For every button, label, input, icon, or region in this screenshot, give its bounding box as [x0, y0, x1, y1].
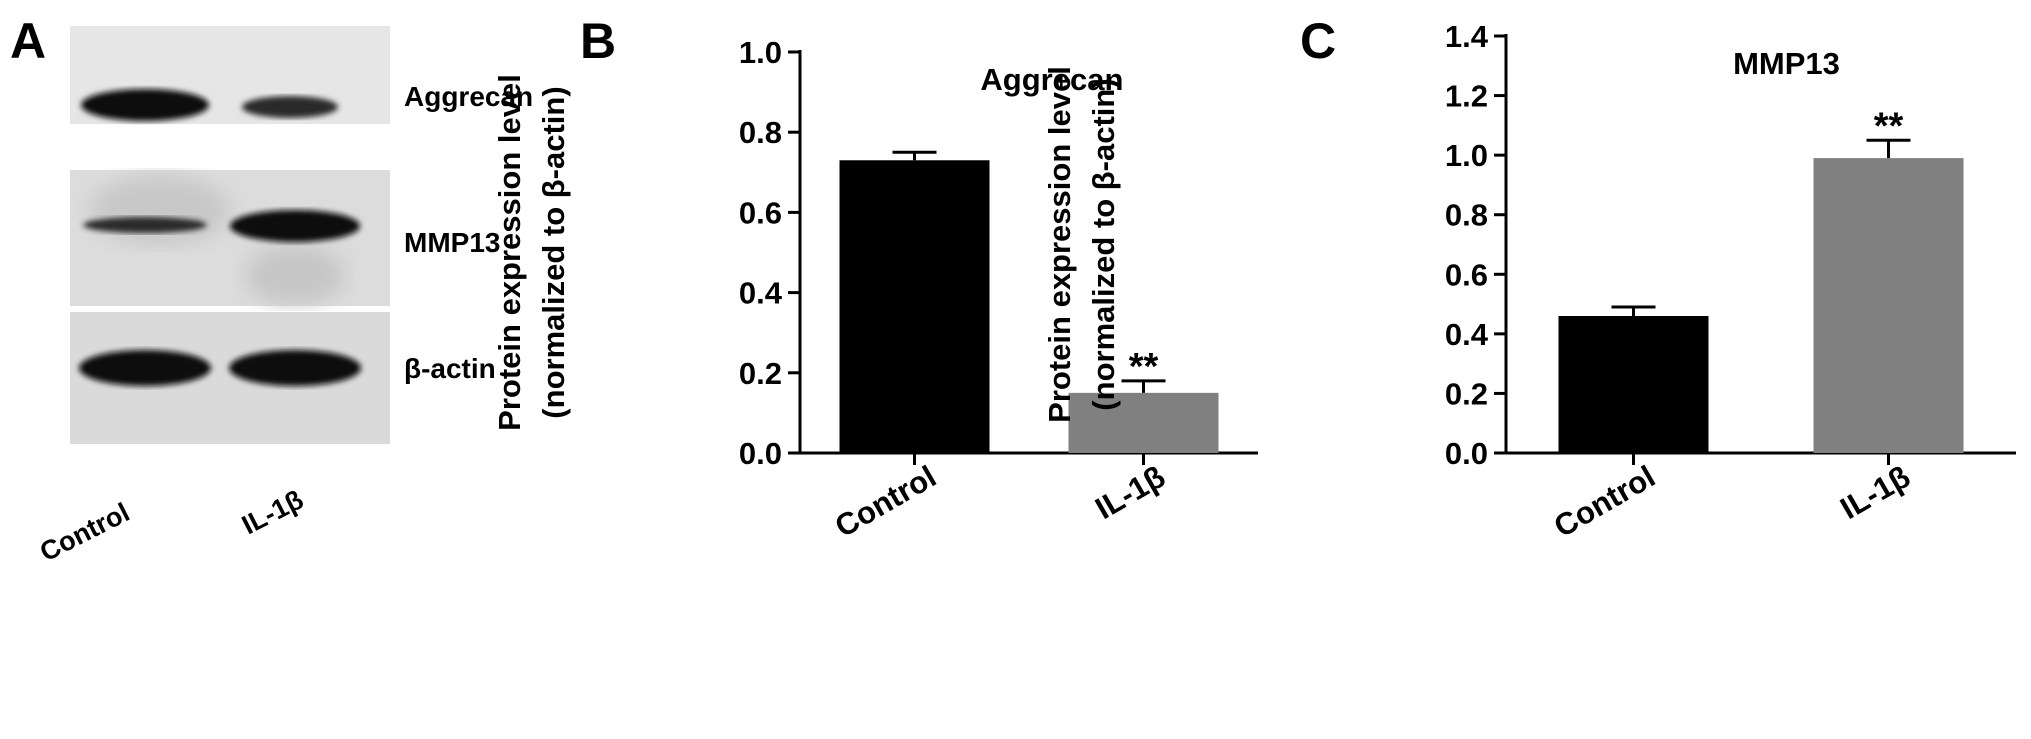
y-tick-label: 0.8: [1445, 198, 1488, 233]
panel-b-letter: B: [580, 13, 616, 69]
y-tick-label: 1.2: [1445, 79, 1488, 114]
blot-band-il1b: [242, 96, 338, 118]
lane-label-control: Control: [35, 497, 134, 567]
x-tick-label: IL-1β: [1834, 459, 1916, 526]
y-tick-label: 0.2: [739, 356, 782, 391]
x-tick-label: IL-1β: [1089, 459, 1171, 526]
y-tick-label: 0.0: [1445, 436, 1488, 471]
chart-b: 0.0 0.2 0.4 0.6 0.8 1.0 Protein expression lev…: [492, 35, 1258, 544]
chart-title: Aggrecan: [980, 62, 1123, 97]
bar: [839, 160, 990, 453]
significance-label: **: [1129, 346, 1159, 388]
x-tick-label: Control: [829, 459, 942, 544]
blot-band-il1b: [229, 350, 361, 386]
y-axis-label: (normalized to β-actin): [1086, 78, 1121, 410]
lane-label-il1b: IL-1β: [237, 484, 308, 540]
y-tick-label: 0.2: [1445, 376, 1488, 411]
panel-c: C 0.0 0.2 0.4 0.6 0.8 1.0 1.2 1.4 Protein expres…: [1042, 13, 2016, 544]
y-tick-label: 1.4: [1445, 19, 1489, 54]
y-axis-label: (normalized to β-actin): [536, 86, 571, 418]
blot-band-il1b: [230, 210, 360, 242]
blot-beta-actin: [70, 312, 390, 444]
blot-band-control: [79, 350, 211, 386]
y-axis-label: Protein expression level: [492, 74, 527, 431]
y-tick-label: 1.0: [739, 35, 782, 70]
y-tick-label: 0.8: [739, 115, 782, 150]
band-label-mmp13: MMP13: [404, 227, 500, 258]
blot-smear: [90, 175, 230, 245]
blot-mmp13: [70, 170, 390, 306]
panel-b: B 0.0 0.2 0.4 0.6 0.8 1.0 Protein expression l…: [492, 13, 1258, 544]
blot-aggrecan: [70, 26, 390, 124]
significance-label: **: [1874, 105, 1904, 147]
y-tick-label: 1.0: [1445, 138, 1488, 173]
bar: [1068, 392, 1219, 453]
blot-band-control: [81, 89, 209, 121]
blot-band-control: [83, 217, 207, 233]
panel-c-letter: C: [1300, 13, 1336, 69]
panel-a-letter: A: [10, 13, 46, 69]
panel-a: A Aggrecan MMP13 β-actin Control IL-1β: [10, 13, 533, 567]
band-label-aggrecan: Aggrecan: [404, 81, 533, 112]
y-axis-label: Protein expression level: [1042, 66, 1077, 423]
bar: [1558, 315, 1709, 453]
y-tick-label: 0.4: [739, 276, 783, 311]
blot-smear: [245, 245, 345, 305]
bar: [1813, 158, 1964, 453]
y-tick-label: 0.0: [739, 436, 782, 471]
y-tick-label: 0.4: [1445, 317, 1489, 352]
y-tick-label: 0.6: [739, 195, 782, 230]
chart-c: 0.0 0.2 0.4 0.6 0.8 1.0 1.2 1.4 Protein expressi…: [1042, 19, 2016, 544]
y-tick-label: 0.6: [1445, 257, 1488, 292]
chart-title: MMP13: [1733, 46, 1840, 81]
band-label-beta-actin: β-actin: [404, 353, 496, 384]
x-tick-label: Control: [1548, 459, 1661, 544]
